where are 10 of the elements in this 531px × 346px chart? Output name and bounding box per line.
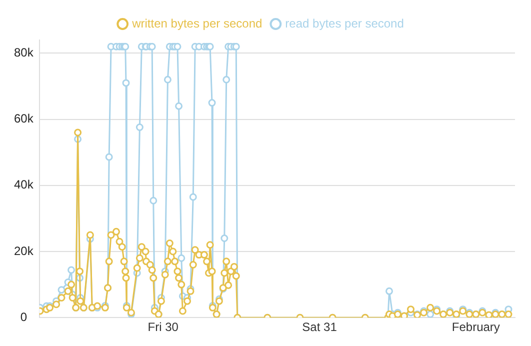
legend-label: written bytes per second <box>131 16 262 30</box>
y-tick-label: 40k <box>14 178 34 192</box>
x-tick-label: Sat 31 <box>302 320 338 334</box>
x-tick-label: Fri 30 <box>148 320 179 334</box>
y-tick-label: 60k <box>14 112 34 126</box>
y-tick-label: 0 <box>20 310 28 324</box>
y-tick-label: 80k <box>14 46 34 60</box>
x-tick-label: February <box>452 320 500 334</box>
legend-label: read bytes per second <box>285 16 404 30</box>
y-tick-label: 20k <box>14 244 34 258</box>
